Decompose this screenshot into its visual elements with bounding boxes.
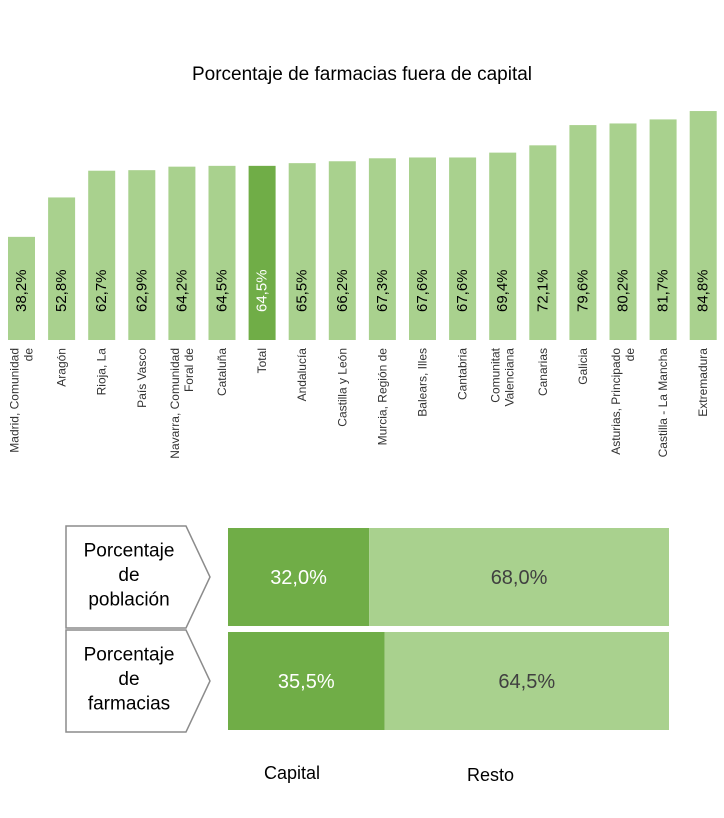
category-label-line: Cantabria [456, 348, 470, 400]
bar-1 [48, 197, 76, 340]
bar-value-label-3: 62,9% [133, 269, 150, 312]
category-label-9: Murcia, Región de [375, 348, 389, 446]
category-label-3: País Vasco [135, 348, 149, 408]
bar-5 [208, 165, 236, 340]
row-label-arrow-1: Porcentaje de farmacias [65, 629, 211, 733]
category-label-line: de [22, 348, 36, 362]
bar-6 [248, 165, 276, 340]
bar-value-label-8: 66,2% [334, 269, 351, 312]
bar-15 [609, 123, 637, 341]
bar-8 [328, 161, 356, 340]
legend-resto: Resto [467, 765, 515, 785]
category-label-13: Canarias [536, 348, 550, 396]
category-label-line: Asturias, Principado [609, 348, 623, 455]
category-label-5: Cataluña [215, 348, 229, 396]
category-label-7: Andalucía [295, 348, 309, 402]
bar-value-label-7: 65,5% [294, 269, 311, 312]
category-label-line: Extremadura [696, 348, 710, 417]
bar-value-label-5: 64,5% [214, 269, 231, 312]
category-label-line: Aragón [55, 348, 69, 387]
legend-capital: Capital [264, 763, 321, 783]
category-label-line: País Vasco [135, 348, 149, 408]
category-label-line: Castilla y León [335, 348, 349, 427]
bar-value-label-10: 67,6% [414, 269, 431, 312]
row-label-line: farmacias [88, 694, 170, 715]
row-label-line: de [118, 565, 139, 586]
category-label-17: Extremadura [696, 348, 710, 417]
category-label-line: Foral de [182, 348, 196, 392]
chart-title: Porcentaje de farmacias fuera de capital [191, 64, 533, 85]
row-label-line: de [118, 669, 139, 690]
bar-4 [168, 166, 196, 340]
bar-value-label-9: 67,3% [374, 269, 391, 312]
category-label-2: Rioja, La [95, 348, 109, 396]
stacked-value-label-0-0: 32,0% [270, 567, 327, 589]
bar-10 [409, 157, 436, 340]
category-label-14: Galicia [576, 348, 590, 385]
bar-17 [689, 111, 717, 340]
category-label-15: Asturias, Principado de [609, 348, 637, 455]
bar-value-label-6: 64,5% [254, 269, 271, 312]
category-label-12: Comunitat Valenciana [489, 347, 517, 406]
stacked-segment-1-1 [384, 632, 669, 730]
category-label-11: Cantabria [456, 348, 470, 400]
bar-value-label-12: 69,4% [494, 269, 511, 312]
category-label-line: Castilla - La Mancha [656, 348, 670, 458]
row-label-line: Porcentaje [84, 645, 175, 666]
category-label-line: Galicia [576, 348, 590, 385]
bar-value-label-14: 79,6% [574, 269, 591, 312]
bar-value-label-4: 64,2% [173, 269, 190, 312]
bar-value-label-0: 38,2% [13, 269, 30, 312]
bar-13 [529, 145, 557, 340]
bar-value-label-1: 52,8% [53, 269, 70, 312]
bar-value-label-16: 81,7% [655, 269, 672, 312]
arrow-shape [65, 629, 211, 733]
stacked-segment-0-1 [369, 528, 669, 626]
category-label-6: Total [255, 348, 269, 373]
category-label-line: Murcia, Región de [375, 348, 389, 446]
stacked-segment-0-0 [228, 528, 370, 626]
category-label-line: Total [255, 348, 269, 373]
category-label-0: Madrid, Comunidad de [8, 348, 36, 453]
bar-value-label-17: 84,8% [695, 269, 712, 312]
category-label-line: Balears, Illes [416, 348, 430, 417]
stacked-value-label-0-1: 68,0% [491, 567, 548, 589]
bar-12 [489, 152, 517, 340]
category-label-line: Rioja, La [95, 348, 109, 396]
category-label-line: Navarra, Comunidad [168, 348, 182, 459]
bar-value-label-15: 80,2% [615, 269, 632, 312]
category-label-line: Cataluña [215, 348, 229, 396]
category-label-16: Castilla - La Mancha [656, 348, 670, 458]
bar-2 [88, 170, 116, 340]
category-label-4: Navarra, Comunidad Foral de [168, 348, 196, 459]
row-label-line: población [88, 590, 169, 611]
category-label-line: Madrid, Comunidad [8, 348, 22, 453]
bar-0 [8, 236, 35, 340]
category-label-line: Canarias [536, 348, 550, 396]
stacked-segment-1-0 [228, 632, 385, 730]
bar-16 [649, 119, 677, 340]
category-label-10: Balears, Illes [416, 348, 430, 417]
category-label-1: Aragón [55, 348, 69, 387]
category-label-8: Castilla y León [335, 348, 349, 427]
stacked-value-label-1-0: 35,5% [278, 671, 335, 693]
bar-3 [128, 170, 156, 340]
bar-14 [569, 125, 597, 340]
bar-11 [449, 157, 477, 340]
category-label-line: de [623, 348, 637, 362]
bar-7 [288, 163, 316, 340]
category-label-line: Valenciana [503, 348, 517, 407]
stacked-value-label-1-1: 64,5% [498, 671, 555, 693]
row-label-line: Porcentaje [84, 541, 175, 562]
bar-9 [368, 158, 396, 340]
row-label-arrow-0: Porcentaje de población [65, 525, 211, 629]
arrow-shape [65, 525, 211, 629]
category-label-line: Comunitat [489, 347, 503, 402]
bar-value-label-2: 62,7% [93, 269, 110, 312]
bar-value-label-11: 67,6% [454, 269, 471, 312]
category-label-line: Andalucía [295, 348, 309, 402]
bar-value-label-13: 72,1% [534, 269, 551, 312]
